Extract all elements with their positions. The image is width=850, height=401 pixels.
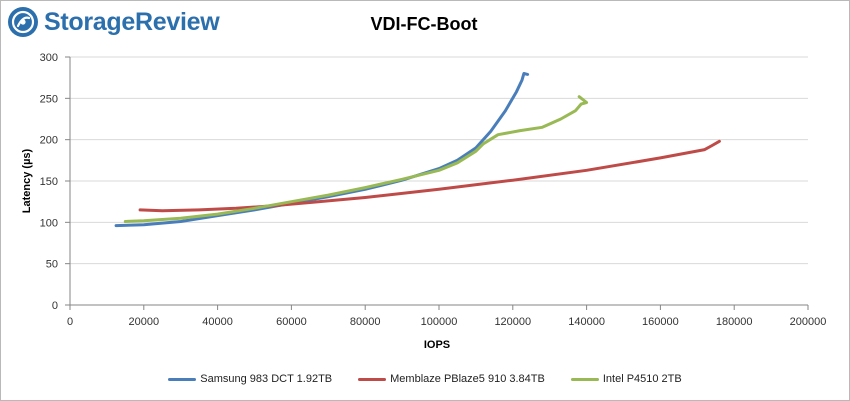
x-tick-label: 100000 xyxy=(421,316,458,328)
x-tick-label: 180000 xyxy=(716,316,753,328)
x-tick-label: 80000 xyxy=(350,316,381,328)
y-tick-label: 100 xyxy=(40,217,58,229)
y-tick-label: 50 xyxy=(46,259,58,271)
axes xyxy=(65,56,809,310)
brand-name: StorageReview xyxy=(44,7,220,36)
y-axis-label: Latency (µs) xyxy=(21,148,33,213)
legend-item: Intel P4510 2TB xyxy=(570,373,682,385)
series-line-3 xyxy=(123,95,589,223)
legend-item: Memblaze PBlaze5 910 3.84TB xyxy=(358,373,545,385)
legend-swatch xyxy=(168,377,197,381)
y-tick-label: 250 xyxy=(40,93,58,105)
x-tick-label: 20000 xyxy=(129,316,160,328)
legend-label: Samsung 983 DCT 1.92TB xyxy=(200,373,333,385)
legend-swatch xyxy=(570,377,599,381)
x-tick-label: 200000 xyxy=(790,316,827,328)
x-tick-label: 0 xyxy=(67,316,73,328)
x-tick-label: 60000 xyxy=(276,316,307,328)
x-tick-label: 40000 xyxy=(202,316,233,328)
legend-label: Intel P4510 2TB xyxy=(602,373,682,385)
brand-logo: StorageReview xyxy=(6,4,220,40)
x-tick-label: 140000 xyxy=(568,316,605,328)
y-tick-label: 300 xyxy=(40,52,58,64)
y-tick-label: 150 xyxy=(40,176,58,188)
legend-swatch xyxy=(358,377,387,381)
legend-item: Samsung 983 DCT 1.92TB xyxy=(168,373,332,385)
gridlines xyxy=(70,56,808,265)
y-tick-labels: 0 50 100 150 200 250 300 xyxy=(40,52,58,312)
x-axis-label: IOPS xyxy=(424,339,450,351)
x-tick-labels: 0 20000 40000 60000 80000 100000 120000 140000 1… xyxy=(67,316,826,328)
storagereview-logo-icon xyxy=(8,7,38,37)
legend-label: Memblaze PBlaze5 910 3.84TB xyxy=(390,373,545,385)
y-tick-label: 0 xyxy=(52,300,58,312)
y-tick-label: 200 xyxy=(40,135,58,147)
series-lines xyxy=(114,72,721,228)
series-line-2 xyxy=(138,139,721,213)
x-tick-label: 160000 xyxy=(642,316,679,328)
chart-title: VDI-FC-Boot xyxy=(370,14,478,34)
legend: Samsung 983 DCT 1.92TB Memblaze PBlaze5 9… xyxy=(0,373,850,385)
x-tick-label: 120000 xyxy=(494,316,531,328)
